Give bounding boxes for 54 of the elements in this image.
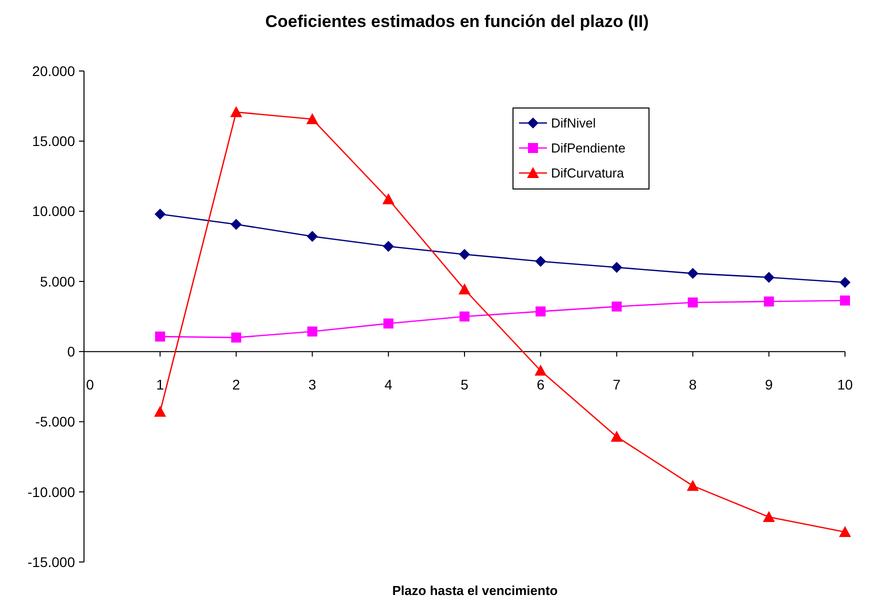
y-tick-label: -10.000 [28, 484, 76, 500]
y-tick-label: -5.000 [35, 414, 76, 430]
x-tick-label: 10 [837, 376, 853, 393]
x-tick-label: 8 [688, 376, 697, 393]
y-tick-label: -15.000 [28, 554, 76, 570]
point [154, 208, 166, 220]
point [534, 364, 547, 376]
point [762, 510, 775, 522]
y-tick-label: 20.000 [32, 62, 76, 79]
x-tick-label: 6 [536, 376, 545, 393]
x-tick-label: 2 [232, 376, 240, 393]
x-tick-label: 3 [308, 376, 316, 393]
point [688, 297, 698, 308]
x-tick-label: 1 [156, 376, 164, 393]
point [536, 306, 546, 316]
point [154, 406, 166, 417]
point [611, 262, 622, 273]
point [764, 296, 774, 306]
legend-label: DifPendiente [551, 140, 626, 156]
point [230, 106, 242, 118]
y-tick-label: 15.000 [32, 133, 76, 150]
y-tick-label: 0 [67, 343, 76, 360]
point [383, 318, 394, 329]
point [307, 326, 318, 337]
point [306, 230, 318, 242]
point [230, 218, 242, 230]
point [460, 312, 470, 322]
x-tick-label: 4 [384, 376, 392, 393]
point [840, 296, 850, 306]
point [382, 193, 394, 204]
point [687, 268, 698, 279]
x-axis-title: Plazo hasta el vencimiento [392, 583, 558, 598]
point [382, 240, 394, 252]
point [155, 332, 166, 342]
y-tick-label: 5.000 [40, 273, 76, 290]
point [686, 480, 699, 491]
point [459, 248, 470, 260]
point [840, 276, 850, 288]
chart-title: Coeficientes estimados en función del plazo (II) [265, 12, 649, 31]
y-tick-label: 10.000 [32, 203, 76, 220]
point [612, 302, 622, 312]
point [535, 256, 546, 267]
x-tick-label: 5 [460, 376, 469, 393]
x-tick-label: 9 [765, 376, 773, 393]
point [763, 272, 774, 283]
x-tick-label: 7 [612, 376, 621, 393]
point [458, 283, 470, 294]
point [231, 332, 242, 343]
legend-label: DifCurvatura [551, 166, 625, 181]
legend-label: DifNivel [551, 116, 596, 131]
point [610, 430, 623, 442]
x-tick-label: 0 [86, 376, 94, 393]
point [306, 113, 318, 124]
point [839, 526, 851, 537]
